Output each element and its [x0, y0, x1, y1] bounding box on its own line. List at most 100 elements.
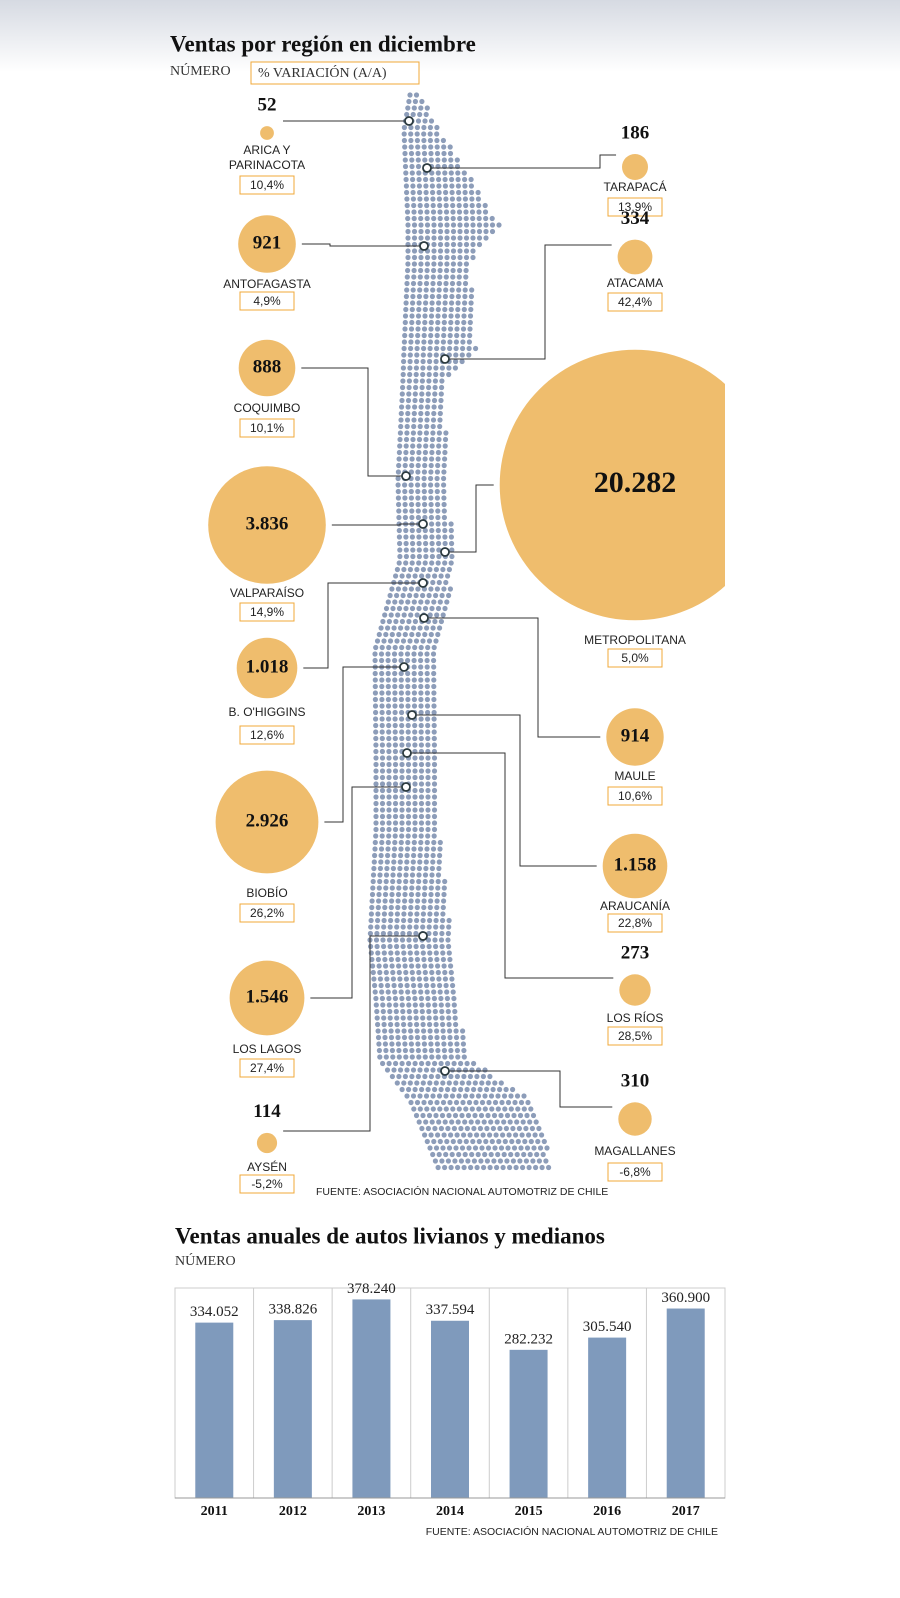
map-dot [438, 404, 444, 410]
map-dot [427, 1028, 433, 1034]
map-dot [403, 170, 409, 176]
map-dot [449, 196, 455, 202]
map-dot [449, 540, 455, 547]
map-dot [461, 1164, 467, 1171]
map-dot [466, 345, 472, 352]
map-dot [495, 1093, 501, 1099]
map-dot [444, 215, 450, 222]
map-dot [501, 1093, 508, 1099]
map-dot [424, 690, 430, 696]
map-dot [525, 1099, 531, 1106]
map-dot [441, 885, 447, 891]
map-dot [424, 261, 430, 267]
map-dot [416, 605, 422, 612]
map-dot [385, 852, 391, 859]
map-dot [435, 1047, 441, 1054]
map-dot [379, 657, 385, 664]
map-dot [402, 313, 409, 319]
map-dot [432, 937, 438, 943]
map-dot [442, 521, 448, 527]
map-dot [386, 794, 392, 800]
map-dot [450, 235, 457, 241]
map-dot [376, 1047, 382, 1054]
map-dot [521, 1106, 527, 1112]
map-dot [410, 176, 416, 183]
map-dot [416, 534, 422, 540]
map-dot [432, 930, 438, 937]
map-dot [469, 1151, 475, 1158]
map-dot [412, 618, 418, 625]
map-dot [385, 703, 392, 709]
map-dot [369, 891, 376, 898]
map-dot [436, 1119, 442, 1125]
map-dot [397, 430, 403, 436]
map-dot [446, 365, 452, 371]
map-dot [443, 1093, 449, 1099]
map-dot [412, 1086, 418, 1093]
map-dot [401, 566, 407, 573]
map-dot [456, 209, 463, 215]
map-dot [409, 163, 415, 170]
map-dot [410, 436, 416, 443]
map-dot [436, 865, 442, 872]
map-dot [425, 768, 431, 774]
map-dot [409, 534, 415, 540]
bubble-label: 921 [253, 232, 282, 253]
map-dot [454, 326, 460, 332]
map-dot [514, 1093, 521, 1099]
map-dot [447, 586, 453, 592]
map-dot [422, 963, 428, 969]
map-dot [383, 969, 389, 976]
map-dot [379, 722, 385, 729]
map-dot [482, 1067, 488, 1073]
map-dot [401, 911, 407, 917]
map-dot [450, 254, 457, 261]
map-dot [435, 872, 442, 878]
map-dot [408, 586, 414, 592]
map-dot [447, 1034, 453, 1041]
map-dot [372, 989, 378, 995]
map-dot [385, 982, 391, 989]
map-dot [431, 235, 437, 241]
map-dot [405, 261, 411, 267]
map-dot [434, 495, 440, 501]
map-dot [422, 872, 429, 878]
map-dot [424, 657, 430, 664]
map-dot [449, 183, 455, 189]
map-dot [426, 1112, 433, 1119]
variation-box [239, 602, 295, 622]
map-dot [377, 878, 383, 885]
map-dot [483, 235, 489, 241]
leader-line [407, 752, 614, 979]
map-dot [403, 449, 409, 456]
map-dot [416, 183, 422, 189]
map-dot [500, 1132, 506, 1138]
map-dot [401, 352, 407, 358]
map-dot [416, 170, 422, 176]
map-dot [413, 1015, 419, 1021]
map-dot [404, 287, 410, 293]
map-dot [435, 969, 441, 976]
map-dot [502, 1106, 508, 1112]
map-dot [429, 176, 435, 183]
bubble-label: 3.836 [246, 513, 289, 534]
map-dot [462, 189, 468, 196]
map-dot [427, 1145, 433, 1151]
map-dot [410, 976, 416, 982]
map-dot [419, 1125, 425, 1132]
map-dot [478, 1112, 485, 1119]
map-dot [457, 1138, 463, 1145]
map-dot [427, 345, 433, 352]
map-dot [415, 501, 421, 508]
map-dot [449, 553, 455, 560]
map-dot [423, 111, 429, 118]
map-dot [437, 852, 443, 859]
map-dot [447, 150, 454, 157]
map-dot [406, 1008, 412, 1015]
map-dot [431, 241, 437, 248]
map-dot [445, 573, 451, 579]
map-dot [406, 930, 412, 937]
map-dot [412, 573, 418, 579]
map-dot [436, 579, 442, 586]
